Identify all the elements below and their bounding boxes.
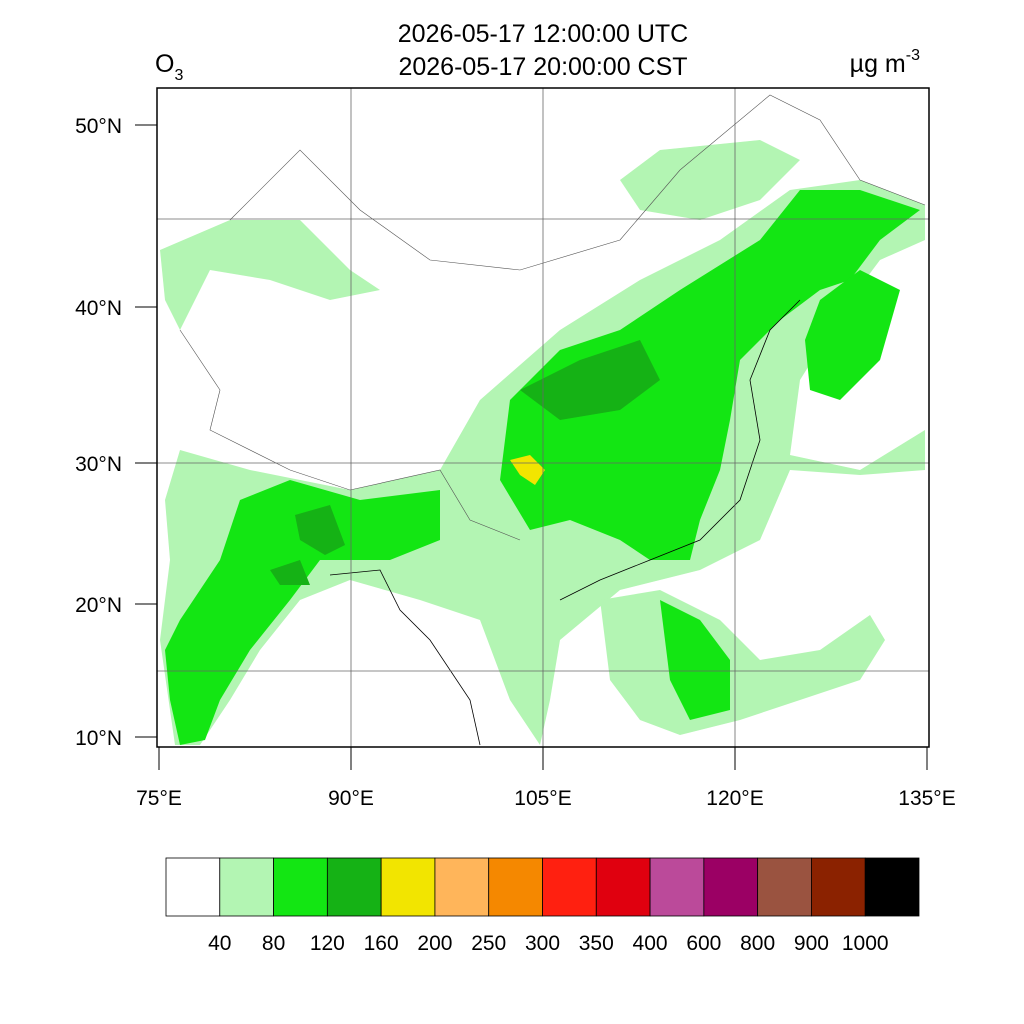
unit-label: µg m-3 [850,47,920,78]
colorbar-label: 200 [417,932,452,955]
o3-region [620,140,800,220]
colorbar-label: 40 [208,932,231,955]
colorbar-box [380,857,436,917]
o3-region [295,505,345,555]
variable-label: O3 [155,50,183,84]
title-line: 2026-05-17 12:00:00 UTC [398,20,688,48]
colorbar-box [864,857,920,917]
border [229,94,926,271]
lon-label: 135°E [898,787,955,810]
colorbar-box [434,857,490,917]
colorbar-box [488,857,543,917]
colorbar-label: 400 [633,932,668,955]
lon-label: 105°E [514,787,571,810]
lat-label: 50°N [75,115,122,138]
coastline [329,569,481,746]
title-line: 2026-05-17 20:00:00 CST [398,53,687,81]
o3-region [510,455,545,485]
colorbar-label: 900 [794,932,829,955]
colorbar-label: 350 [579,932,614,955]
coastline [559,299,801,601]
lon-label: 75°E [136,787,182,810]
unit-text: µg m [850,50,906,78]
colorbar-box [165,857,221,917]
lon-label: 120°E [706,787,763,810]
border [179,329,521,541]
colorbar-box [219,857,274,917]
o3-region [165,480,440,745]
colorbar-box [757,857,812,917]
colorbar-box [811,857,866,917]
lon-label: 90°E [328,787,374,810]
colorbar-label: 600 [686,932,721,955]
variable-subscript: 3 [174,67,183,84]
o3-region [160,220,380,330]
unit-superscript: -3 [906,47,920,64]
colorbar-label: 800 [740,932,775,955]
colorbar-box [326,857,382,917]
colorbar-label: 250 [471,932,506,955]
o3-region [660,600,730,720]
o3-region [520,340,660,420]
colorbar-box [273,857,328,917]
variable-name: O [155,50,174,78]
colorbar-box [595,857,651,917]
lat-label: 40°N [75,297,122,320]
o3-region [805,270,900,400]
colorbar-label: 160 [364,932,399,955]
map-field [156,87,930,748]
colorbar-box [542,857,597,917]
lat-label: 30°N [75,453,122,476]
colorbar-label: 1000 [842,932,889,955]
colorbar-box [649,857,705,917]
colorbar-label: 120 [310,932,345,955]
o3-region [270,560,310,585]
colorbar-label: 300 [525,932,560,955]
colorbar-label: 80 [262,932,285,955]
o3-region [500,190,920,560]
colorbar-box [703,857,759,917]
lat-label: 10°N [75,727,122,750]
lat-label: 20°N [75,594,122,617]
